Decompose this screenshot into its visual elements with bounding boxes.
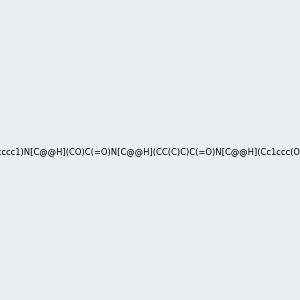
Text: O=C(OCc1ccccc1)N[C@@H](CO)C(=O)N[C@@H](CC(C)C)C(=O)N[C@@H](Cc1ccc(O)cc1)C(=O)OC: O=C(OCc1ccccc1)N[C@@H](CO)C(=O)N[C@@H](C… (0, 147, 300, 156)
